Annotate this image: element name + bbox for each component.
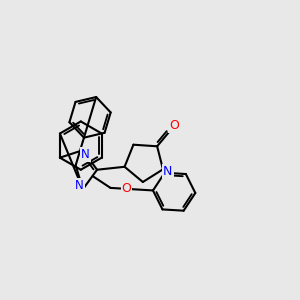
Text: O: O [122,182,131,195]
Text: N: N [81,148,90,161]
Text: O: O [169,119,179,132]
Text: N: N [75,179,84,192]
Text: N: N [163,165,172,178]
